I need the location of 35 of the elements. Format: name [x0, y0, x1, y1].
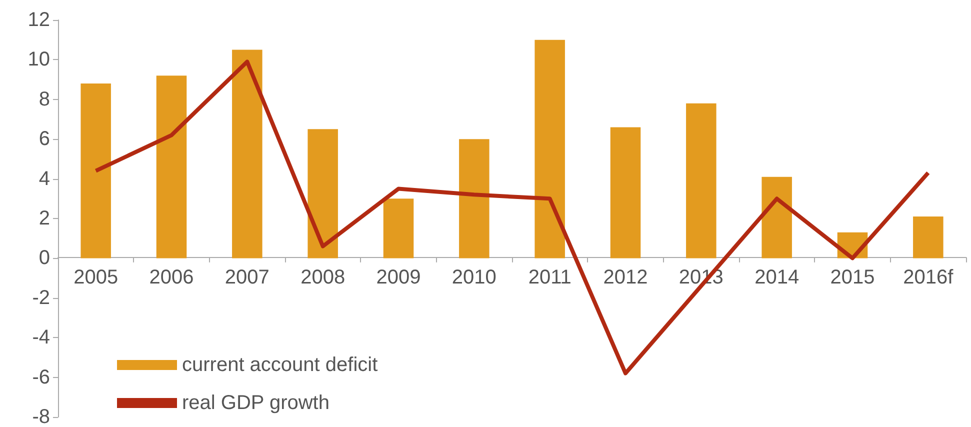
y-tick-label: -4 [32, 326, 50, 349]
bar [80, 84, 111, 258]
bar [686, 103, 716, 258]
x-tick-label: 2010 [452, 266, 496, 288]
bar [383, 198, 414, 258]
x-tick-label: 2012 [603, 266, 648, 288]
y-tick-label: 8 [38, 88, 50, 110]
bar [459, 139, 490, 258]
x-tick-label: 2016f [903, 266, 954, 288]
y-tick-label: 4 [38, 168, 50, 190]
x-tick-label: 2005 [74, 266, 118, 288]
y-tick-label: 6 [38, 128, 50, 150]
bar [913, 216, 944, 258]
x-tick-label: 2006 [149, 266, 194, 288]
x-tick-label: 2007 [224, 266, 270, 288]
legend-label: real GDP growth [182, 392, 330, 414]
bar [232, 50, 262, 258]
x-tick-label: 2014 [754, 266, 800, 288]
x-tick-label: 2008 [300, 266, 346, 288]
bar [610, 127, 641, 258]
bar [308, 129, 338, 258]
bar [534, 40, 565, 258]
bar [156, 76, 187, 258]
x-tick-label: 2011 [528, 266, 572, 288]
y-tick-label: -2 [32, 286, 50, 309]
y-tick-label: 2 [38, 208, 50, 230]
legend-label: current account deficit [182, 354, 378, 376]
y-tick-label: -6 [32, 366, 50, 388]
y-tick-label: 12 [28, 9, 50, 31]
y-tick-label: 10 [28, 48, 50, 71]
x-tick-label: 2009 [376, 266, 421, 288]
y-tick-label: 0 [38, 247, 50, 270]
y-tick-label: -8 [32, 406, 50, 427]
x-tick-label: 2015 [830, 266, 875, 288]
bar [762, 176, 792, 258]
